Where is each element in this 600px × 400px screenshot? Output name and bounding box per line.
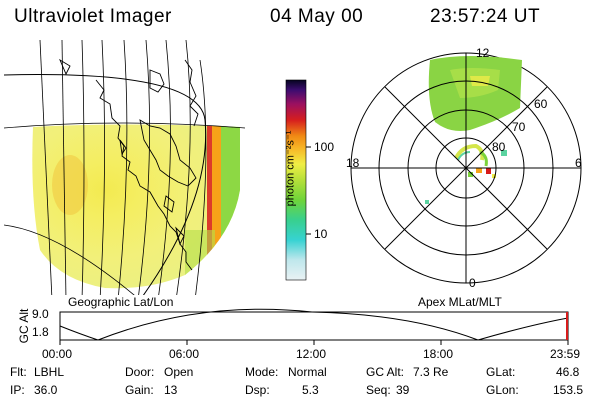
xtick-0000: 00:00 (42, 347, 73, 361)
status-mode-value: Normal (288, 365, 327, 379)
time-label: 23:57:24 UT (430, 6, 541, 27)
apex-caption: Apex MLat/MLT (418, 295, 502, 309)
coastlines (59, 58, 199, 271)
geographic-map (4, 40, 246, 295)
status-dsp-label: Dsp: (245, 383, 270, 397)
xtick-1200: 12:00 (296, 347, 327, 361)
mlat-label-70: 70 (512, 120, 526, 134)
altitude-plot (59, 308, 569, 345)
xtick-0600: 06:00 (169, 347, 200, 361)
instrument-title: Ultraviolet Imager (14, 6, 172, 27)
altitude-curve (59, 308, 569, 341)
status-seq-label: Seq: (366, 383, 391, 397)
polar-plot (350, 52, 582, 284)
status-gcalt-label: GC Alt: (366, 365, 405, 379)
mlt-label-12: 12 (476, 46, 490, 60)
status-ip-label: IP: (10, 383, 25, 397)
mlt-label-6: 6 (575, 156, 582, 170)
status-glon-label: GLon: (486, 383, 519, 397)
colorbar-unit-label: photon cm⁻²s⁻¹ (284, 130, 297, 207)
colorbar-tick-100: 100 (314, 140, 335, 154)
status-dsp-value: 5.3 (302, 383, 319, 397)
status-gcalt-value: 7.3 Re (413, 365, 449, 379)
status-glat-value: 46.8 (556, 365, 580, 379)
status-filter-value: LBHL (34, 365, 65, 379)
altitude-ytick-9: 9.0 (32, 307, 49, 321)
status-glon-value: 153.5 (553, 383, 584, 397)
colorbar-scale (285, 79, 307, 281)
status-seq-value: 39 (396, 383, 410, 397)
altitude-ylabel: GC Alt (17, 308, 31, 344)
mlt-label-0: 0 (469, 276, 476, 290)
mlat-label-60: 60 (534, 97, 548, 111)
mlat-label-80: 80 (492, 140, 506, 154)
altitude-ytick-1-8: 1.8 (32, 325, 49, 339)
xtick-1800: 18:00 (423, 347, 454, 361)
status-door-label: Door: (125, 365, 155, 379)
status-filter-label: Flt: (10, 365, 27, 379)
status-mode-label: Mode: (245, 365, 279, 379)
status-ip-value: 36.0 (34, 383, 58, 397)
colorbar-tick-10: 10 (314, 227, 328, 241)
xtick-2359: 23:59 (550, 347, 581, 361)
mlt-label-18: 18 (346, 156, 360, 170)
status-gain-label: Gain: (125, 383, 154, 397)
uv-bright-patch (52, 155, 88, 215)
status-glat-label: GLat: (486, 365, 516, 379)
lat-lon-grid (4, 40, 246, 295)
status-door-value: Open (164, 365, 194, 379)
date-label: 04 May 00 (270, 6, 364, 27)
status-gain-value: 13 (164, 383, 178, 397)
colorbar (285, 79, 311, 281)
geographic-caption: Geographic Lat/Lon (68, 295, 174, 309)
